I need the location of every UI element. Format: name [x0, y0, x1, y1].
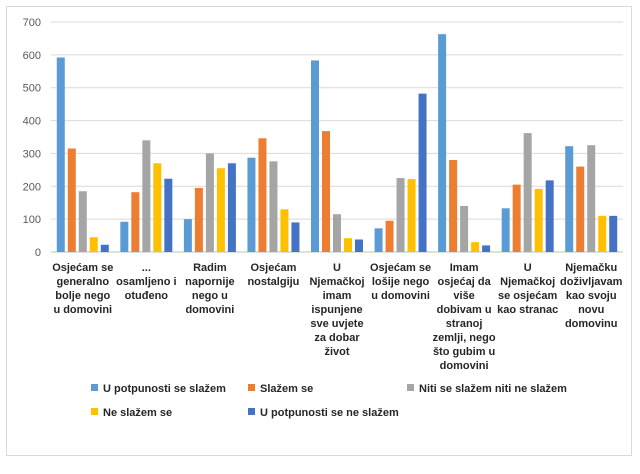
bar-3-1 — [78, 191, 87, 252]
bar-3-7 — [460, 206, 469, 252]
bar-chart: 0 100 200 300 400 500 600 700 Osjećam se general… — [23, 17, 623, 419]
y-axis-ticks: 0 100 200 300 400 500 600 700 — [23, 17, 41, 259]
category-label: Osjećam se generalno bolje nego u domovini — [52, 262, 113, 316]
bar-4-6 — [407, 179, 416, 252]
bar-2-6 — [385, 220, 394, 252]
bar-3-3 — [205, 153, 214, 252]
legend-label: U potpunosti se slažem — [103, 383, 226, 395]
bar-3-6 — [396, 178, 405, 252]
bar-4-8 — [534, 188, 543, 252]
bar-4-1 — [89, 237, 98, 252]
legend: U potpunosti se slažem Slažem se Niti se s… — [91, 383, 567, 419]
bar-4-9 — [598, 215, 607, 252]
bar-3-9 — [587, 145, 596, 252]
bar-5-7 — [482, 245, 491, 252]
bar-2-5 — [322, 131, 330, 252]
bar-1-8 — [501, 208, 510, 252]
bar-5-2 — [164, 178, 173, 252]
bar-1-2 — [120, 221, 129, 252]
bar-1-6 — [374, 228, 383, 252]
bar-1-3 — [183, 219, 192, 252]
bar-4-4 — [280, 209, 289, 252]
bar-2-2 — [131, 192, 140, 252]
bar-3-5 — [333, 214, 341, 252]
y-tick-label: 600 — [23, 50, 41, 62]
bar-4-2 — [153, 163, 162, 252]
category-label: Radim napornije nego u domovini — [185, 262, 235, 316]
bar-1-9 — [565, 146, 574, 252]
category-label: ... osamljeno i otuđeno — [116, 262, 177, 302]
bar-5-4 — [291, 222, 300, 252]
bar-2-1 — [67, 148, 76, 252]
y-tick-label: 400 — [23, 116, 41, 128]
bar-1-1 — [56, 57, 65, 252]
bar-3-4 — [269, 161, 278, 252]
bar-2-3 — [194, 187, 203, 252]
legend-swatch — [407, 384, 414, 391]
bar-3-8 — [523, 133, 532, 252]
bar-5-8 — [545, 180, 554, 252]
bar-1-5 — [311, 60, 319, 252]
y-tick-label: 100 — [23, 214, 41, 226]
legend-item: Ne slažem se — [91, 407, 172, 419]
chart-frame: 0 100 200 300 400 500 600 700 Osjećam se general… — [6, 6, 632, 456]
y-tick-label: 200 — [23, 181, 41, 193]
category-label: Imam osjećaj da više dobivam u stranoj zemlji… — [433, 262, 496, 372]
category-labels: Osjećam se generalno bolje nego u domovini.… — [52, 262, 622, 372]
y-tick-label: 300 — [23, 148, 41, 160]
legend-label: Ne slažem se — [103, 407, 172, 419]
bar-4-5 — [344, 238, 352, 252]
bar-2-8 — [512, 184, 521, 252]
bar-1-7 — [438, 34, 447, 253]
legend-swatch — [91, 384, 98, 391]
bar-4-3 — [216, 168, 225, 252]
bar-5-6 — [418, 93, 427, 252]
bar-3-2 — [142, 140, 151, 252]
bar-5-1 — [100, 244, 109, 252]
legend-label: Niti se slažem niti ne slažem — [419, 383, 567, 395]
bar-5-9 — [609, 215, 618, 252]
legend-label: Slažem se — [260, 383, 313, 395]
bar-5-5 — [355, 239, 363, 252]
category-label: Osjećam se lošije nego u domovini — [370, 262, 431, 302]
category-label: Njemačku doživljavam kao svoju novu domovinu — [560, 262, 623, 330]
bar-2-7 — [449, 160, 458, 252]
bar-2-4 — [258, 138, 267, 252]
legend-item: U potpunosti se slažem — [91, 383, 226, 395]
category-label: U Njemačkoj se osjećam kao stranac — [497, 262, 558, 316]
bar-2-9 — [576, 166, 585, 252]
bar-5-3 — [227, 163, 236, 252]
y-tick-label: 700 — [23, 17, 41, 29]
category-label: U Njemačkoj imam ispunjene sve uvjete za doba… — [309, 262, 364, 358]
bar-1-4 — [247, 157, 256, 252]
legend-item: U potpunosti se ne slažem — [248, 407, 399, 419]
legend-swatch — [248, 408, 255, 415]
y-tick-label: 0 — [35, 247, 41, 259]
legend-swatch — [248, 384, 255, 391]
bar-4-7 — [471, 242, 480, 252]
legend-item: Niti se slažem niti ne slažem — [407, 383, 567, 395]
category-label: Osjećam nostalgiju — [247, 262, 299, 288]
legend-swatch — [91, 408, 98, 415]
legend-label: U potpunosti se ne slažem — [260, 407, 399, 419]
y-tick-label: 500 — [23, 83, 41, 95]
bars — [56, 34, 618, 253]
legend-item: Slažem se — [248, 383, 313, 395]
